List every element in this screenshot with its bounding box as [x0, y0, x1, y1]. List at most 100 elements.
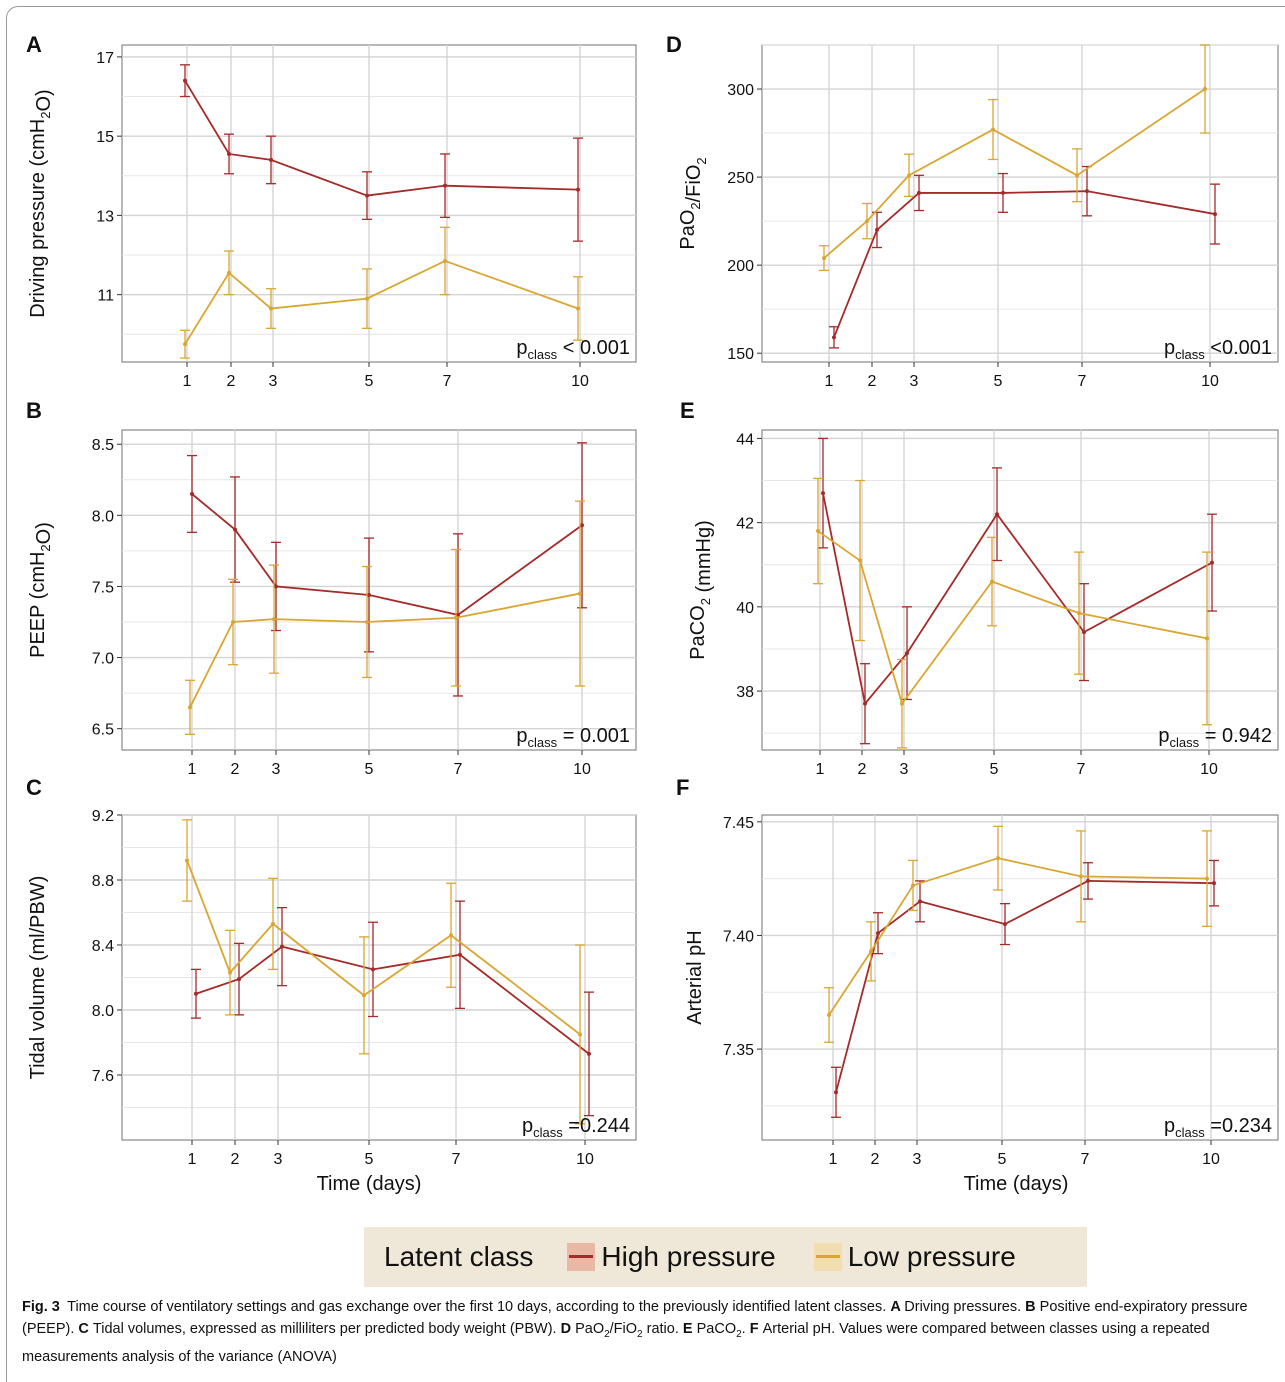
y-tick-label: 17: [96, 50, 114, 67]
data-point: [271, 921, 275, 926]
panel-letter: E: [680, 398, 695, 423]
series-line-low: [186, 860, 581, 1036]
data-point: [875, 227, 879, 232]
x-tick-label: 10: [573, 761, 591, 778]
x-tick-label: 2: [858, 761, 867, 778]
y-tick-label: 9.2: [92, 808, 114, 825]
data-point: [869, 949, 873, 954]
data-point: [917, 190, 921, 195]
y-tick-label: 200: [727, 258, 754, 275]
caption-item-text: PaCO2.: [696, 1321, 746, 1340]
y-tick-label: 38: [736, 684, 754, 701]
data-point: [228, 970, 232, 975]
y-tick-label: 7.45: [723, 815, 754, 832]
data-point: [816, 529, 820, 534]
caption-item-text: Arterial pH. Values were compared betwee…: [22, 1321, 1210, 1365]
x-tick-label: 2: [871, 1151, 880, 1168]
y-tick-label: 8.0: [92, 1003, 114, 1020]
data-point: [367, 592, 371, 597]
data-point: [821, 491, 825, 496]
y-tick-label: 8.0: [92, 508, 114, 525]
caption-item-label: A: [890, 1299, 905, 1315]
x-tick-label: 10: [1201, 373, 1219, 390]
panel-f: 7.35 7.40 7.45 1 2 3 5 7 10 pclass =0.234 F Arteria…: [676, 775, 1279, 1195]
y-tick-label: 8.4: [92, 938, 114, 955]
data-point: [580, 523, 584, 528]
series-line-low: [189, 592, 581, 708]
legend-title: Latent class: [384, 1241, 534, 1272]
panel-c: 7.6 8.0 8.4 8.8 9.2 1 2 3 5 7 10 pclass =0.244 C Tida…: [26, 775, 637, 1195]
p-value-label: pclass <0.001: [1164, 337, 1272, 362]
x-tick-label: 10: [1202, 1151, 1220, 1168]
y-tick-label: 8.5: [92, 437, 114, 454]
data-point: [1075, 173, 1079, 178]
series-line-low: [823, 88, 1206, 259]
panel-letter: F: [676, 775, 689, 800]
data-point: [185, 858, 189, 863]
series-line-high: [195, 945, 590, 1055]
x-tick-label: 5: [994, 373, 1003, 390]
x-tick-label: 7: [1078, 373, 1087, 390]
data-point: [578, 1032, 582, 1037]
y-tick-label: 7.6: [92, 1068, 114, 1085]
x-tick-label: 7: [1077, 761, 1086, 778]
data-point: [834, 1090, 838, 1095]
panel-letter: D: [666, 32, 682, 57]
x-tick-label: 7: [1081, 1151, 1090, 1168]
plot-border: [121, 429, 637, 751]
data-point: [233, 527, 237, 532]
x-tick-label: 3: [900, 761, 909, 778]
x-tick-label: 3: [913, 1151, 922, 1168]
panel-e: 38 40 42 44 1 2 3 5 7 10 pclass = 0.942 E PaCO2 (mmH…: [680, 398, 1279, 778]
caption-item-label: B: [1025, 1299, 1040, 1315]
y-tick-label: 7.40: [723, 928, 754, 945]
data-point: [194, 991, 198, 996]
x-axis-label: Time (days): [317, 1173, 422, 1195]
legend-label-high: High pressure: [601, 1241, 776, 1272]
data-point: [371, 967, 375, 972]
data-point: [991, 127, 995, 132]
data-point: [1205, 636, 1209, 641]
y-tick-label: 6.5: [92, 722, 114, 739]
legend-key-low: [813, 1243, 842, 1271]
x-tick-label: 1: [188, 1151, 197, 1168]
panel-b: 6.5 7.0 7.5 8.0 8.5 1 2 3 5 7 10 pclass = 0.001 B PEE…: [26, 398, 637, 778]
panel-d: 150 200 250 300 1 2 3 5 7 10 pclass <0.001 D PaO2/Fi…: [666, 32, 1279, 390]
data-point: [269, 306, 273, 311]
data-point: [443, 258, 447, 263]
x-tick-label: 2: [231, 1151, 240, 1168]
y-tick-label: 13: [96, 208, 114, 225]
data-point: [1079, 874, 1083, 879]
x-tick-label: 2: [227, 373, 236, 390]
panel-letter: B: [26, 398, 42, 423]
x-tick-label: 5: [365, 761, 374, 778]
y-axis-label: Driving pressure (cmH2O): [27, 89, 55, 317]
series-line-high: [835, 880, 1215, 1093]
x-tick-label: 5: [365, 373, 374, 390]
data-point: [1001, 190, 1005, 195]
y-axis-label: Tidal volume (ml/PBW): [27, 876, 49, 1080]
data-point: [876, 931, 880, 936]
data-point: [183, 78, 187, 83]
data-point: [905, 651, 909, 656]
x-tick-label: 7: [454, 761, 463, 778]
figure-caption: Fig. 3 Time course of ventilatory settin…: [22, 1296, 1267, 1368]
x-tick-label: 1: [816, 761, 825, 778]
data-point: [1085, 189, 1089, 194]
x-tick-label: 2: [868, 373, 877, 390]
y-axis-label: PaO2/FiO2: [677, 157, 709, 249]
p-value-label: pclass < 0.001: [516, 337, 630, 362]
data-point: [995, 512, 999, 517]
y-tick-label: 150: [727, 346, 754, 363]
data-point: [188, 705, 192, 710]
data-point: [918, 899, 922, 904]
data-point: [274, 584, 278, 589]
data-point: [578, 591, 582, 596]
y-tick-label: 11: [97, 288, 114, 305]
caption-fig-label: Fig. 3: [22, 1299, 60, 1315]
data-point: [227, 270, 231, 275]
x-tick-label: 5: [998, 1151, 1007, 1168]
series-line-low: [828, 857, 1208, 1016]
data-point: [269, 157, 273, 162]
